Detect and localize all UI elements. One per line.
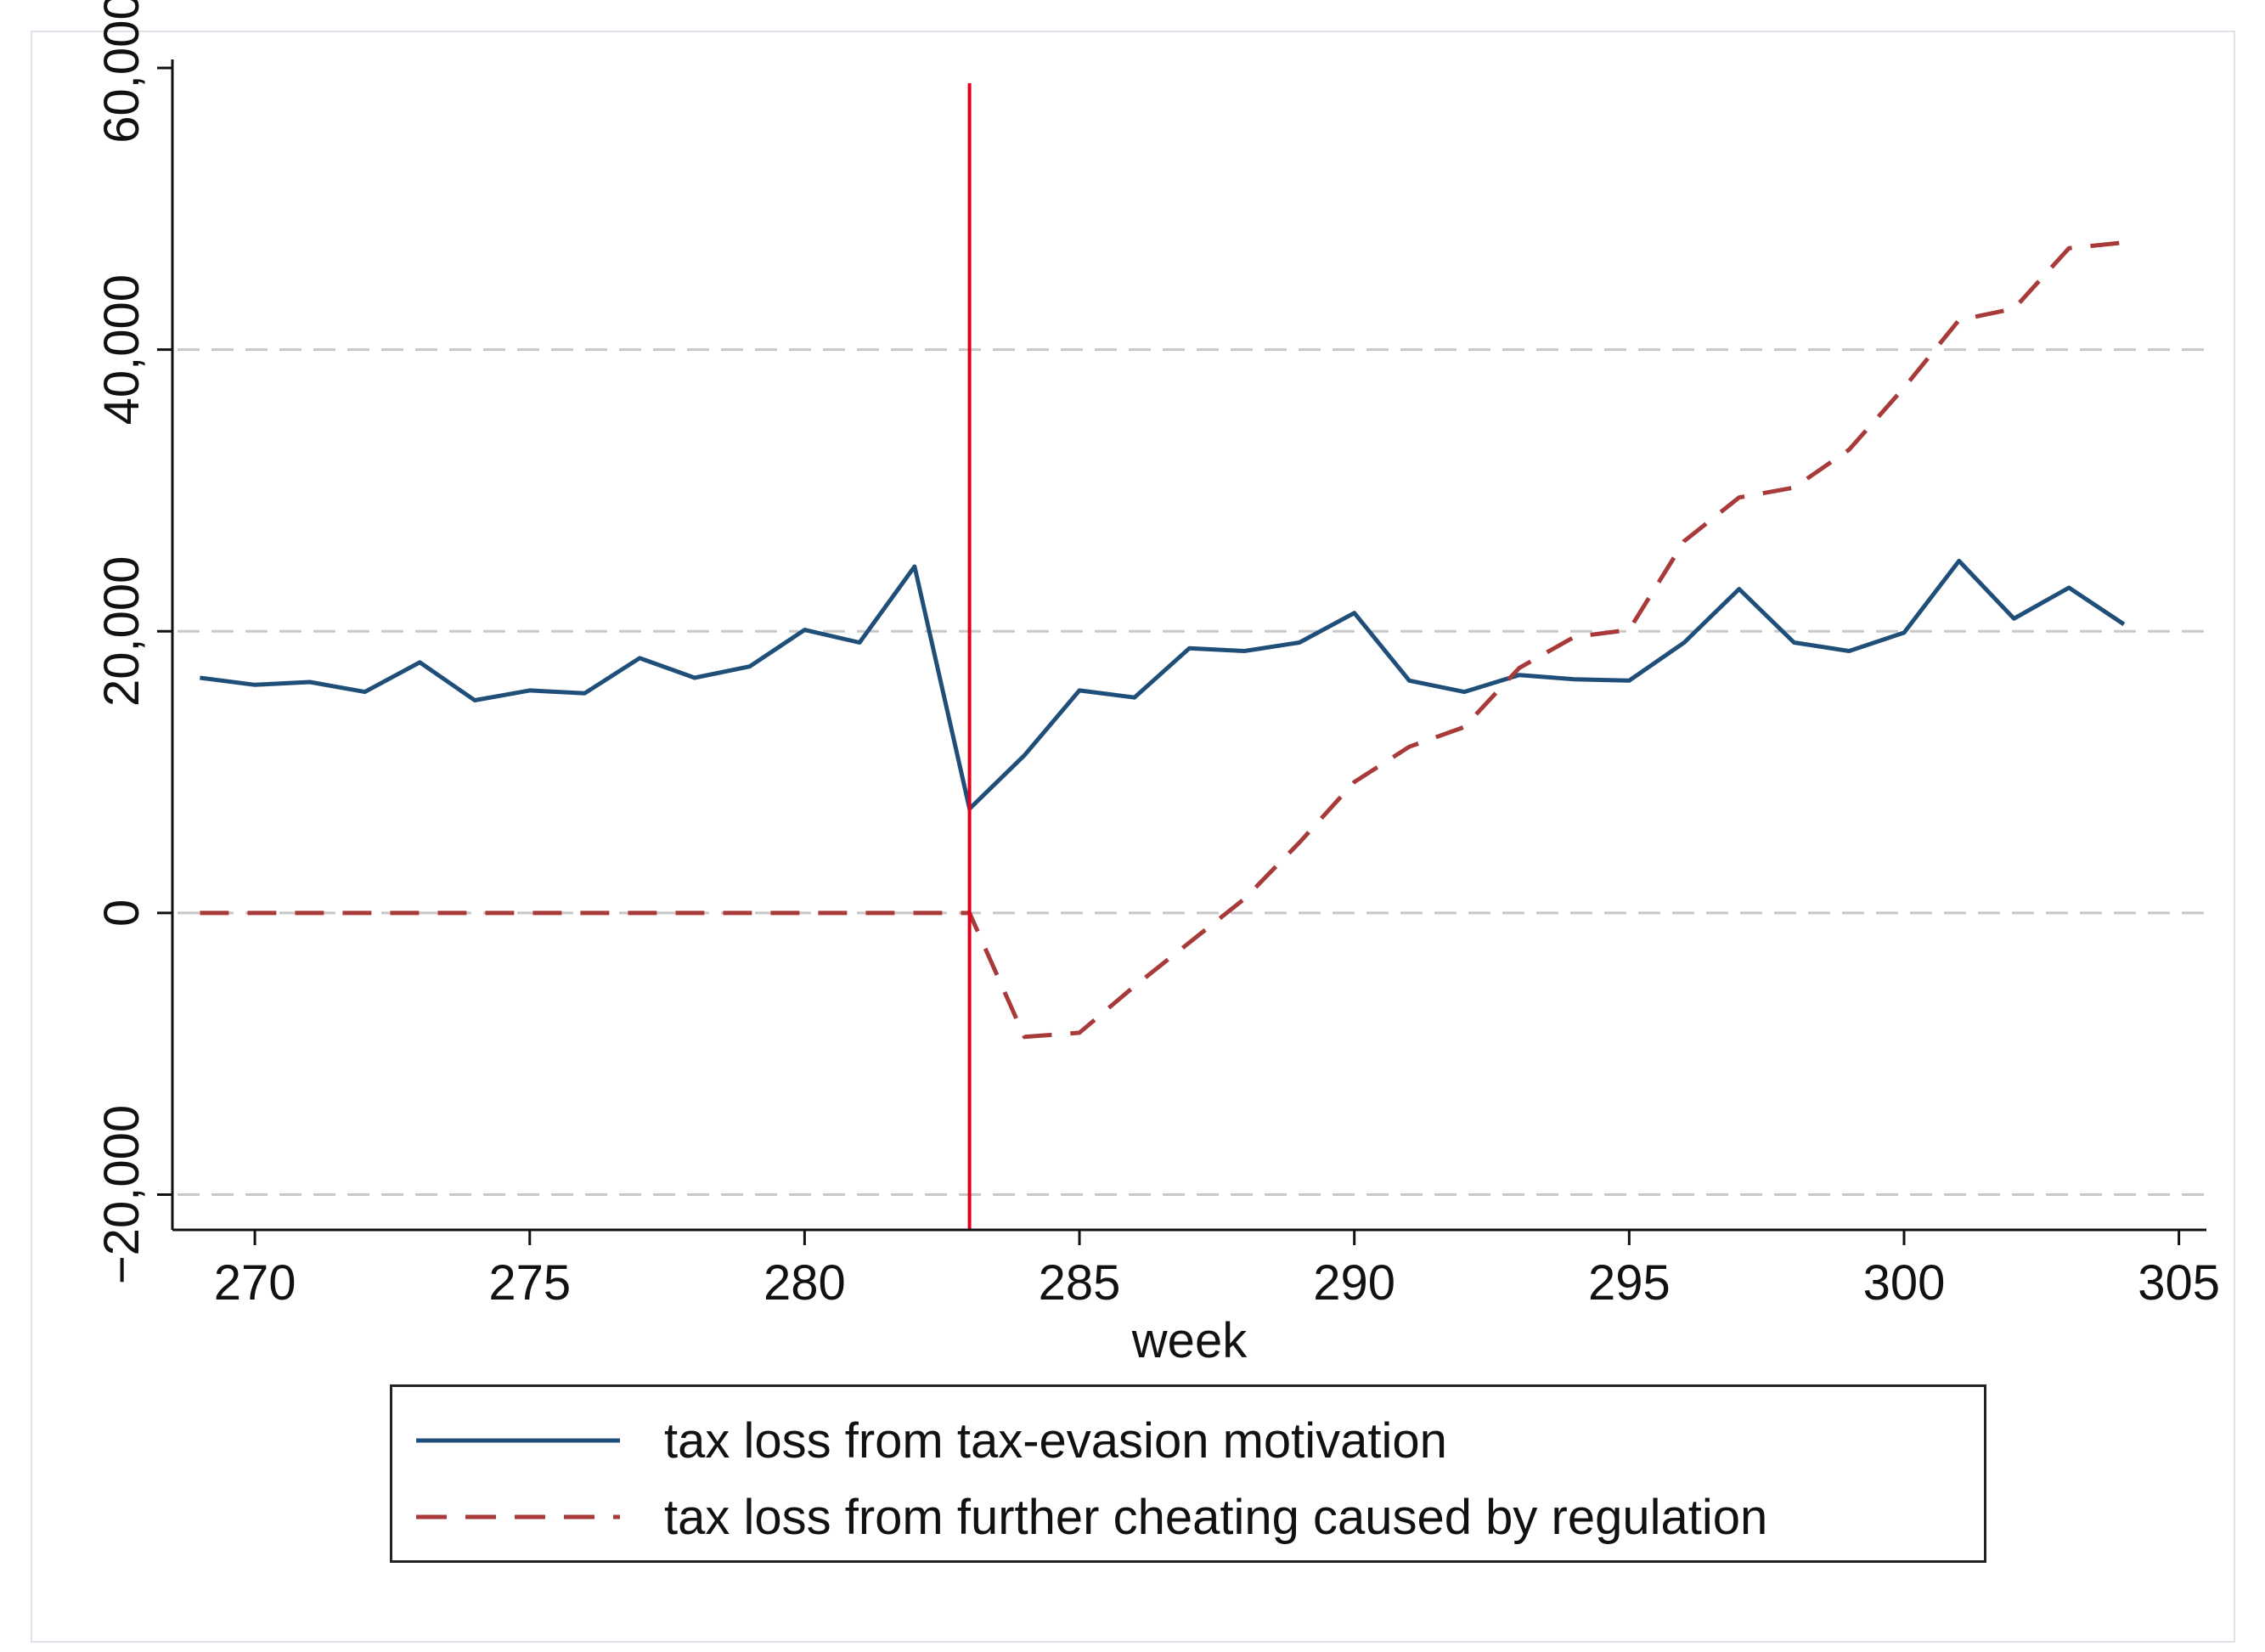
x-tick-label: 285	[1039, 1255, 1121, 1311]
legend-item-evasion: tax loss from tax-evasion motivation	[392, 1402, 1447, 1479]
x-tick-label: 280	[763, 1255, 846, 1311]
legend-swatch-dashed	[416, 1508, 620, 1525]
series-line-regulation	[200, 240, 2125, 1040]
y-gridlines	[177, 348, 2206, 1197]
chart-frame	[31, 31, 2235, 1643]
y-tick-label: 60,000	[94, 0, 149, 144]
x-tick-label: 270	[214, 1255, 296, 1311]
x-tick-label: 275	[488, 1255, 571, 1311]
axes	[171, 59, 2206, 1232]
x-tick-label: 295	[1588, 1255, 1671, 1311]
series-layer	[200, 240, 2126, 1040]
legend-label-regulation: tax loss from further cheating caused by…	[664, 1489, 1768, 1545]
x-tick-label: 305	[2138, 1255, 2220, 1311]
x-tick-label: 300	[1863, 1255, 1946, 1311]
legend-swatch-solid	[416, 1432, 620, 1449]
y-tick-label: 40,000	[94, 274, 149, 425]
y-tick-label: −20,000	[94, 1105, 149, 1284]
legend: tax loss from tax-evasion motivation tax…	[390, 1384, 1986, 1563]
legend-item-regulation: tax loss from further cheating caused by…	[392, 1479, 1767, 1555]
x-axis-title: week	[1131, 1313, 1248, 1368]
series-line-evasion	[200, 558, 2126, 811]
y-tick-label: 0	[94, 899, 149, 927]
legend-label-evasion: tax loss from tax-evasion motivation	[664, 1412, 1447, 1469]
y-tick-label: 20,000	[94, 556, 149, 707]
tick-layer: 270 275 280 285 290 295 300 305 −20,000 0 20,000 40…	[94, 0, 2220, 1311]
x-tick-label: 290	[1313, 1255, 1395, 1311]
